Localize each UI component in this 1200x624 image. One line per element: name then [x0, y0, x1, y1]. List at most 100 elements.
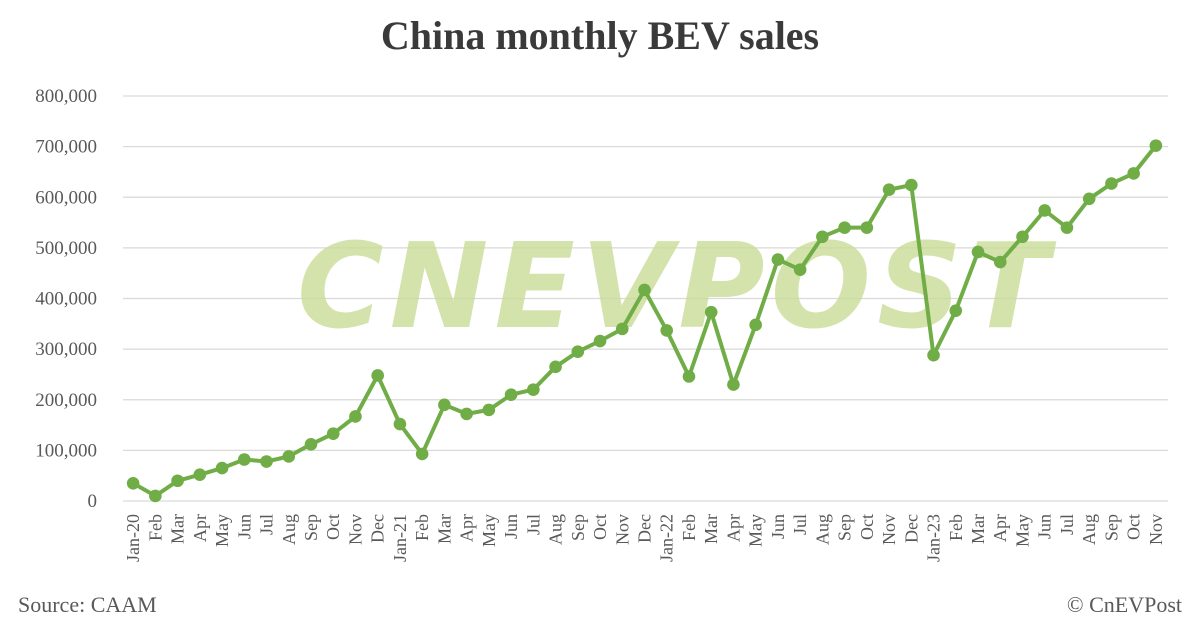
data-point — [971, 245, 985, 259]
x-tick-label: Feb — [679, 514, 699, 541]
data-point — [905, 178, 918, 192]
x-tick-label: Aug — [1079, 514, 1099, 545]
data-point — [816, 230, 829, 244]
x-tick-label: Sep — [568, 514, 588, 541]
series-layer — [126, 139, 1163, 503]
x-tick-label: Jan-23 — [924, 514, 944, 562]
data-point — [882, 183, 896, 196]
data-point — [571, 345, 585, 358]
data-point — [1016, 230, 1029, 244]
data-point — [126, 476, 140, 490]
x-tick-label: Jan-22 — [657, 514, 677, 562]
x-tick-label: Jul — [790, 514, 810, 535]
data-point — [193, 468, 207, 481]
copyright-note: © CnEVPost — [1066, 592, 1182, 617]
y-tick-label: 100,000 — [35, 440, 97, 461]
x-tick-label: May — [746, 514, 766, 547]
x-tick-label: Jan-20 — [123, 514, 143, 562]
x-tick-label: Nov — [1146, 514, 1166, 545]
data-point — [682, 370, 696, 383]
data-point — [1082, 192, 1096, 206]
x-tick-label: Jun — [501, 514, 521, 539]
data-point — [727, 378, 740, 391]
x-tick-label: Mar — [968, 514, 988, 544]
data-point — [927, 348, 940, 362]
data-point — [749, 318, 762, 332]
chart-title: China monthly BEV sales — [380, 13, 820, 58]
x-tick-label: Jun — [768, 514, 788, 539]
x-tick-label: Aug — [279, 514, 299, 545]
x-tick-label: Feb — [145, 514, 165, 541]
x-tick-label: Nov — [879, 514, 899, 545]
y-tick-label: 800,000 — [35, 86, 97, 107]
x-tick-label: Aug — [546, 514, 566, 545]
data-point — [438, 398, 451, 412]
x-tick-label: Dec — [368, 514, 388, 543]
x-tick-label: Jul — [1057, 514, 1077, 535]
x-tick-label: Dec — [635, 514, 655, 543]
x-tick-label: Sep — [835, 514, 855, 541]
data-point — [149, 489, 162, 503]
data-point — [304, 438, 318, 451]
data-point — [215, 461, 229, 475]
source-note: Source: CAAM — [18, 592, 157, 617]
x-tick-label: Jan-21 — [390, 514, 410, 562]
x-tick-label: Oct — [590, 514, 610, 540]
x-tick-label: Jul — [257, 514, 277, 535]
x-tick-label: Sep — [1101, 514, 1121, 541]
data-point — [1127, 167, 1140, 180]
x-tick-label: Aug — [812, 514, 832, 545]
data-point — [704, 305, 718, 319]
y-tick-label: 400,000 — [35, 289, 97, 310]
x-tick-label: Nov — [612, 514, 632, 545]
x-tick-label: Jun — [1035, 514, 1055, 539]
data-point — [237, 453, 251, 466]
y-tick-label: 200,000 — [35, 390, 97, 411]
data-point — [860, 221, 874, 234]
x-tick-label: Oct — [323, 514, 343, 540]
data-point — [838, 221, 851, 234]
x-tick-label: May — [1012, 514, 1032, 547]
data-point — [260, 455, 273, 468]
data-point — [1149, 139, 1163, 152]
x-tick-label: Mar — [434, 514, 454, 544]
x-tick-label: Oct — [857, 514, 877, 540]
data-point — [549, 360, 562, 374]
y-tick-label: 500,000 — [35, 238, 97, 259]
data-point — [482, 403, 496, 417]
y-tick-label: 600,000 — [35, 187, 97, 208]
x-tick-label: Nov — [345, 514, 365, 545]
data-point — [993, 255, 1007, 269]
data-point — [1105, 177, 1118, 190]
x-tick-label: May — [212, 514, 232, 547]
data-point — [660, 324, 674, 337]
x-tick-label: May — [479, 514, 499, 547]
x-tick-label: Feb — [946, 514, 966, 541]
x-tick-label: Apr — [990, 514, 1010, 542]
data-point — [638, 283, 651, 297]
data-point — [326, 427, 340, 440]
data-point — [504, 388, 518, 401]
x-tick-label: Jul — [523, 514, 543, 535]
x-tick-label: Mar — [168, 514, 188, 544]
x-tick-label: Sep — [301, 514, 321, 541]
data-point — [282, 450, 296, 463]
y-tick-label: 300,000 — [35, 339, 97, 360]
gridlines — [123, 95, 1168, 502]
x-tick-label: Dec — [901, 514, 921, 543]
x-tick-label: Mar — [701, 514, 721, 544]
data-point — [949, 304, 963, 317]
x-tick-label: Oct — [1124, 514, 1144, 540]
data-point — [171, 474, 184, 488]
data-point — [771, 253, 785, 266]
data-point — [527, 383, 540, 396]
data-point — [793, 263, 807, 276]
x-tick-label: Apr — [723, 514, 743, 542]
x-tick-label: Apr — [457, 514, 477, 542]
y-tick-label: 0 — [88, 491, 98, 512]
data-point — [349, 410, 362, 423]
x-axis-ticks: Jan-20 Feb Mar Apr May Jun Jul Aug Sep Oct Nov Dec J… — [123, 514, 1166, 562]
x-tick-label: Feb — [412, 514, 432, 541]
x-tick-label: Jun — [234, 514, 254, 539]
